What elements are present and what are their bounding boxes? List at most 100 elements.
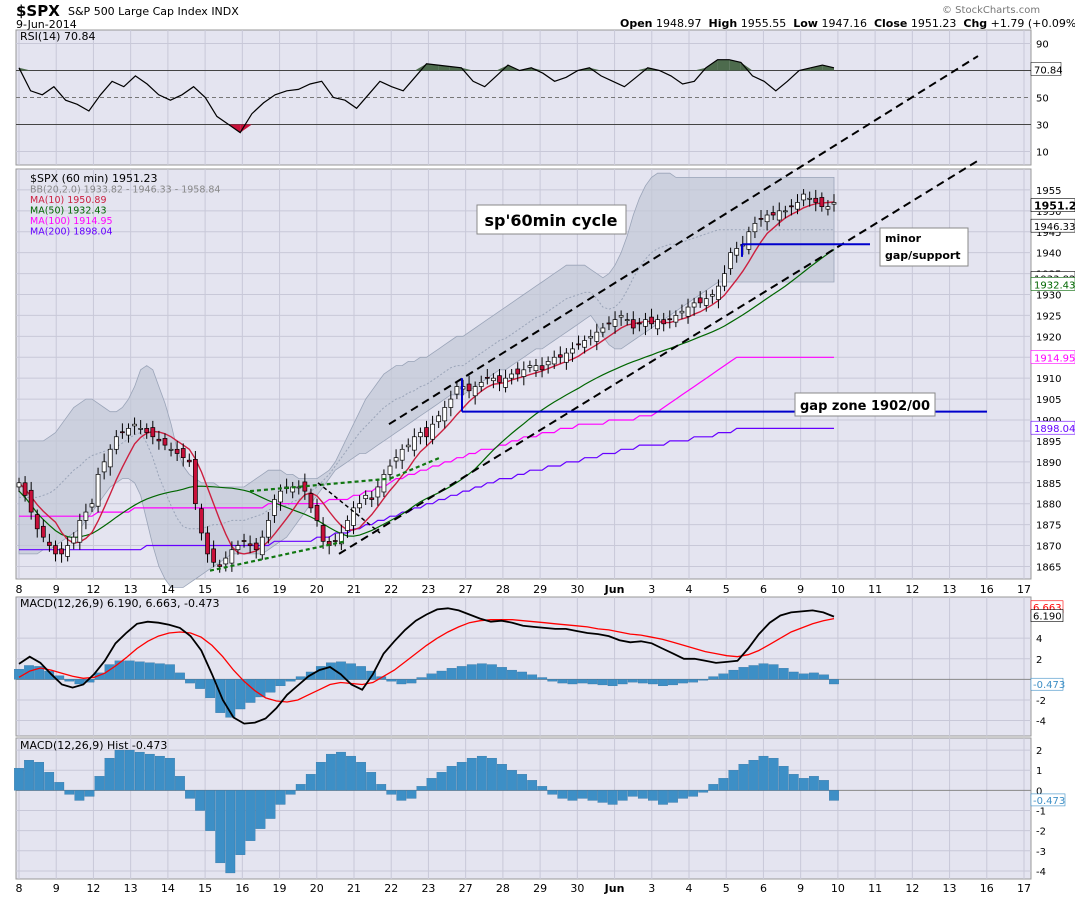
hist-bar <box>376 784 387 791</box>
hist-bar <box>627 790 638 797</box>
hist-bar <box>507 770 517 791</box>
hist-bar <box>396 790 407 801</box>
macd-histogram-bar <box>265 679 276 693</box>
candle-down <box>649 316 654 325</box>
macd-histogram-bar <box>144 662 155 680</box>
candle-down <box>211 548 216 563</box>
candle-down <box>770 212 776 216</box>
symbol-title: $SPX <box>16 2 60 20</box>
macd-histogram-bar <box>627 679 638 683</box>
rsi-overbought-fill <box>449 66 462 71</box>
price-tag-box <box>1030 420 1075 435</box>
hist-bar <box>285 790 296 795</box>
xaxis-tick-label-top: 6 <box>760 583 767 596</box>
candle-down <box>40 525 46 538</box>
candle-up <box>223 557 229 565</box>
candle-down <box>28 489 34 513</box>
candle-up <box>728 252 733 269</box>
hist-bar <box>758 755 769 791</box>
xaxis-tick-label-bottom: 8 <box>16 882 23 895</box>
hist-bar <box>718 778 729 791</box>
macd-histogram-bar <box>205 679 216 699</box>
xaxis-tick-label-bottom: 3 <box>648 882 655 895</box>
close-value: 1951.23 <box>910 17 957 30</box>
xaxis-tick-label-top: 8 <box>16 583 23 596</box>
macd-histogram-bar <box>678 679 688 684</box>
candle-up <box>405 444 411 448</box>
rsi-legend: RSI(14) 70.84 <box>20 30 95 43</box>
chart-date: 9-Jun-2014 <box>16 18 77 31</box>
price-tag-box <box>1030 218 1075 233</box>
candle-down <box>369 497 375 500</box>
price-tick-label: 1910 <box>1036 374 1061 385</box>
hist-bar <box>668 790 678 803</box>
price-tick-label: 1890 <box>1036 458 1061 469</box>
xaxis-tick-label-bottom: 20 <box>310 882 324 895</box>
xaxis-tick-label-bottom: 12 <box>86 882 100 895</box>
xaxis-tick-label-bottom: 15 <box>198 882 212 895</box>
green-trend-upper-ext <box>389 456 441 480</box>
hist-bar <box>235 790 246 855</box>
candle-down <box>314 505 320 521</box>
candle-up <box>430 423 435 440</box>
candle-down <box>22 482 28 496</box>
candle-up <box>503 377 508 388</box>
candle-down <box>180 448 186 459</box>
macd-value-tag-box <box>1030 609 1064 622</box>
candle-up <box>278 490 283 503</box>
macd-histogram-bar <box>426 673 437 680</box>
macd-histogram-bar <box>476 663 487 680</box>
hist-bar <box>577 790 588 799</box>
price-tick-label: 1875 <box>1036 521 1061 532</box>
candle-up <box>393 457 399 462</box>
hist-bar <box>537 786 548 791</box>
rsi-overbought-fill <box>740 62 753 71</box>
hist-bar <box>386 790 397 795</box>
candle-up <box>418 432 423 438</box>
candle-up <box>478 382 484 387</box>
hist-bar <box>54 782 65 791</box>
macd-histogram-bar <box>406 679 417 684</box>
macd-histogram-bar <box>175 672 185 680</box>
hist-bar <box>808 776 819 791</box>
macd-value-tag: -0.473 <box>1033 680 1065 691</box>
macd-histogram-bar <box>738 667 749 680</box>
hist-bar <box>788 774 799 791</box>
rsi-overbought-fill <box>19 67 31 71</box>
candle-up <box>448 398 454 408</box>
xaxis-tick-label-bottom: Jun <box>604 882 625 895</box>
macd-histogram-bar <box>597 679 608 686</box>
xaxis-tick-label-top: 13 <box>124 583 138 596</box>
candle-up <box>229 549 235 564</box>
hist-value-tag: -0.473 <box>1033 796 1065 807</box>
ohlc-readout: Open 1948.97 High 1955.55 Low 1947.16 Cl… <box>620 17 1075 30</box>
hist-bar <box>637 790 648 799</box>
candle-up <box>801 193 806 201</box>
macd-histogram-bar <box>396 679 407 685</box>
candle-up <box>764 214 770 223</box>
hist-bar <box>205 790 216 831</box>
macd-histogram-bar <box>134 661 145 680</box>
hist-tick-label: -2 <box>1036 827 1046 838</box>
candle-up <box>734 248 740 256</box>
macd-histogram-bar <box>728 669 739 680</box>
candle-down <box>144 428 150 433</box>
rsi-overbought-fill <box>694 67 706 71</box>
price-tag: 1898.04 <box>1034 424 1075 435</box>
macd-histogram-bar <box>195 679 205 689</box>
macd-histogram-bar <box>587 679 598 685</box>
xaxis-tick-label-top: 14 <box>161 583 175 596</box>
rsi-overbought-fill <box>729 59 741 71</box>
hist-bar <box>416 786 427 791</box>
hist-bar <box>617 790 628 801</box>
price-tag: 1914.95 <box>1034 353 1075 364</box>
candle-down <box>308 493 314 509</box>
macd-histogram-bar <box>225 679 236 718</box>
xaxis-tick-label-bottom: 11 <box>868 882 882 895</box>
macd-tick-label: 2 <box>1036 655 1042 666</box>
macd-histogram-bar <box>416 677 427 680</box>
macd-histogram-bar <box>567 679 578 685</box>
candle-up <box>65 545 71 557</box>
macd-tick-label: -2 <box>1036 696 1046 707</box>
price-tick-label: 1895 <box>1036 437 1061 448</box>
